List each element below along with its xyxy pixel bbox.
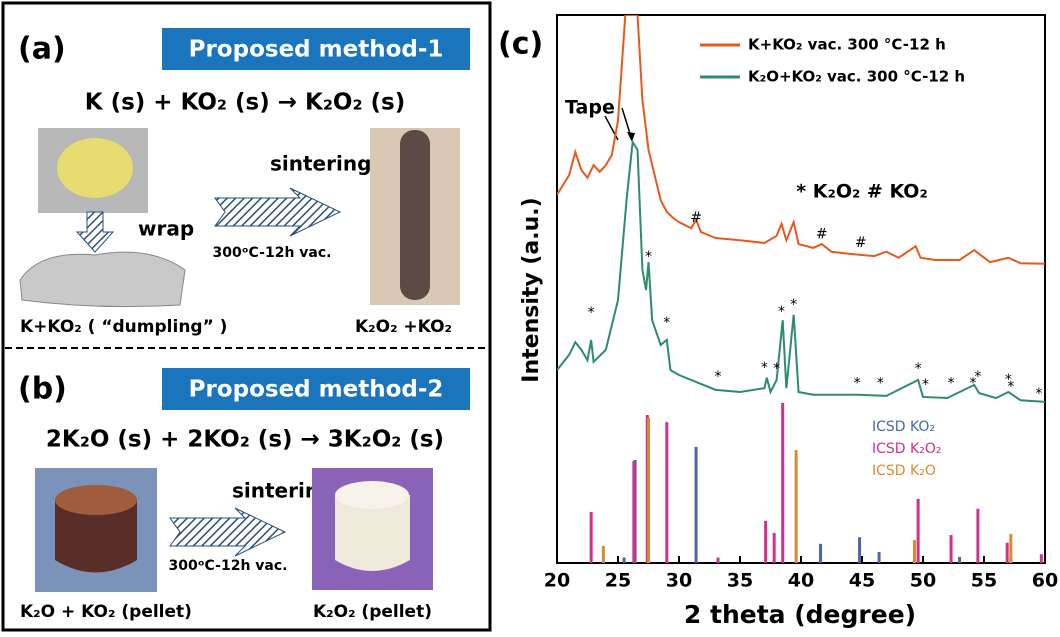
x-tick-label: 40	[788, 570, 814, 592]
annotation: Tape	[565, 97, 615, 119]
condition: 300ᵒC-12h vac.	[169, 558, 288, 574]
plot-frame	[557, 15, 1045, 563]
panel-label: (b)	[18, 372, 67, 407]
caption: K₂O₂ (pellet)	[313, 602, 432, 622]
x-tick-label: 50	[910, 570, 936, 592]
step-label: sintering	[270, 152, 371, 176]
annotation: *	[790, 297, 797, 313]
annotation: *	[915, 361, 922, 377]
method-title: Proposed method-1	[189, 37, 444, 63]
annotation: *	[974, 369, 981, 385]
annotation: *	[588, 305, 595, 321]
annotation: *	[854, 375, 861, 391]
x-tick-label: 35	[727, 570, 753, 592]
annotation: #	[690, 210, 702, 226]
x-tick-label: 55	[971, 570, 997, 592]
annotation: *	[922, 377, 929, 393]
annotation: *	[1007, 379, 1014, 395]
panel-label: (a)	[18, 32, 66, 67]
arrow	[627, 132, 635, 142]
caption: K₂O₂ +KO₂	[355, 317, 452, 337]
legend-label: ICSD K₂O₂	[872, 441, 941, 457]
legend-label: K+KO₂ vac. 300 °C-12 h	[748, 36, 946, 54]
annotation: *	[715, 369, 722, 385]
condition: 300ᵒC-12h vac.	[213, 245, 332, 261]
arrow	[77, 212, 113, 252]
annotation: *	[1035, 386, 1042, 402]
legend-label: K₂O+KO₂ vac. 300 °C-12 h	[748, 68, 965, 86]
photo	[335, 481, 409, 509]
annotation: #	[855, 235, 867, 251]
x-tick-label: 30	[666, 570, 692, 592]
caption: K+KO₂ ( “dumpling” )	[20, 317, 227, 337]
annotation: *	[645, 249, 652, 265]
x-tick-label: 60	[1032, 570, 1058, 592]
photo	[55, 485, 137, 515]
annotation: *	[663, 315, 670, 331]
annotation: * K₂O₂ # KO₂	[796, 181, 928, 203]
annotation: *	[761, 360, 768, 376]
figure: (a) Proposed method-1 K (s) + KO₂ (s) → …	[0, 0, 1060, 633]
annotation: #	[816, 227, 828, 243]
panel-label: (c)	[498, 27, 543, 62]
arrow	[170, 508, 285, 556]
photo	[57, 138, 133, 198]
method-title: Proposed method-2	[189, 377, 444, 403]
annotation: *	[778, 304, 785, 320]
x-tick-label: 45	[849, 570, 875, 592]
x-tick-label: 25	[605, 570, 631, 592]
annotation: *	[773, 361, 780, 377]
y-axis-label: Intensity (a.u.)	[519, 197, 544, 382]
legend-label: ICSD K₂O	[872, 463, 936, 479]
annotation: *	[877, 375, 884, 391]
x-axis-label: 2 theta (degree)	[684, 600, 916, 629]
plot-area	[557, 15, 1045, 563]
annotation: *	[948, 375, 955, 391]
step-label: wrap	[138, 217, 194, 241]
x-tick-label: 20	[544, 570, 570, 592]
photo	[400, 130, 430, 300]
photo	[20, 252, 185, 307]
legend-label: ICSD KO₂	[872, 419, 935, 435]
caption: K₂O + KO₂ (pellet)	[20, 602, 192, 622]
equation: K (s) + KO₂ (s) → K₂O₂ (s)	[85, 90, 406, 116]
arrow	[215, 188, 340, 236]
equation: 2K₂O (s) + 2KO₂ (s) → 3K₂O₂ (s)	[46, 427, 444, 453]
